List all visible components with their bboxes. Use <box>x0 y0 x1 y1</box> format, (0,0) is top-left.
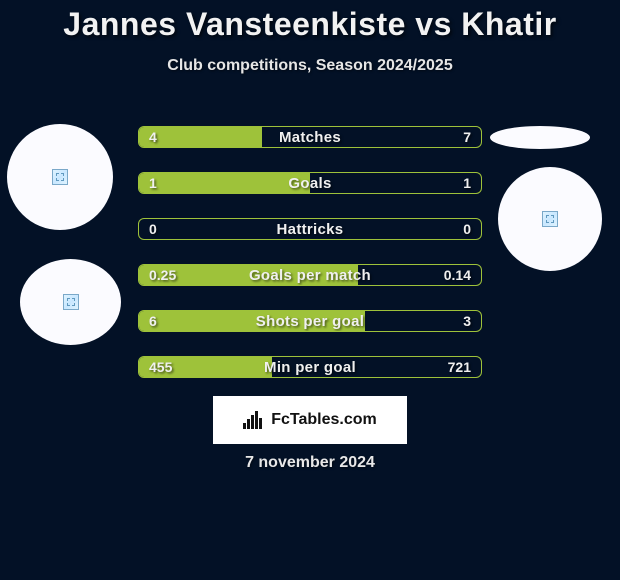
comparison-bars: 4Matches7 1Goals1 0Hattricks0 0.25Goals per… <box>138 126 482 402</box>
stat-value-right: 1 <box>463 173 471 193</box>
stat-value-right: 3 <box>463 311 471 331</box>
avatar-placeholder-left-top <box>7 124 113 230</box>
brand-badge: FcTables.com <box>213 396 407 444</box>
stat-label: Matches <box>139 127 481 147</box>
stat-row: 4Matches7 <box>138 126 482 148</box>
stat-row: 455Min per goal721 <box>138 356 482 378</box>
avatar-placeholder-left-bottom <box>20 259 121 345</box>
stat-row: 1Goals1 <box>138 172 482 194</box>
stat-row: 0Hattricks0 <box>138 218 482 240</box>
footer-date: 7 november 2024 <box>0 454 620 472</box>
stat-label: Shots per goal <box>139 311 481 331</box>
fctables-logo-icon <box>243 411 265 429</box>
stat-label: Goals <box>139 173 481 193</box>
stat-label: Min per goal <box>139 357 481 377</box>
decorative-ellipse <box>490 126 590 149</box>
broken-image-icon <box>63 294 79 310</box>
stat-value-right: 0.14 <box>444 265 471 285</box>
stat-value-right: 0 <box>463 219 471 239</box>
avatar-placeholder-right <box>498 167 602 271</box>
stat-row: 0.25Goals per match0.14 <box>138 264 482 286</box>
broken-image-icon <box>542 211 558 227</box>
brand-text: FcTables.com <box>271 411 377 429</box>
subtitle: Club competitions, Season 2024/2025 <box>0 57 620 75</box>
broken-image-icon <box>52 169 68 185</box>
stat-row: 6Shots per goal3 <box>138 310 482 332</box>
stat-value-right: 7 <box>463 127 471 147</box>
stat-value-right: 721 <box>448 357 471 377</box>
page-title: Jannes Vansteenkiste vs Khatir <box>0 0 620 43</box>
stat-label: Goals per match <box>139 265 481 285</box>
stat-label: Hattricks <box>139 219 481 239</box>
